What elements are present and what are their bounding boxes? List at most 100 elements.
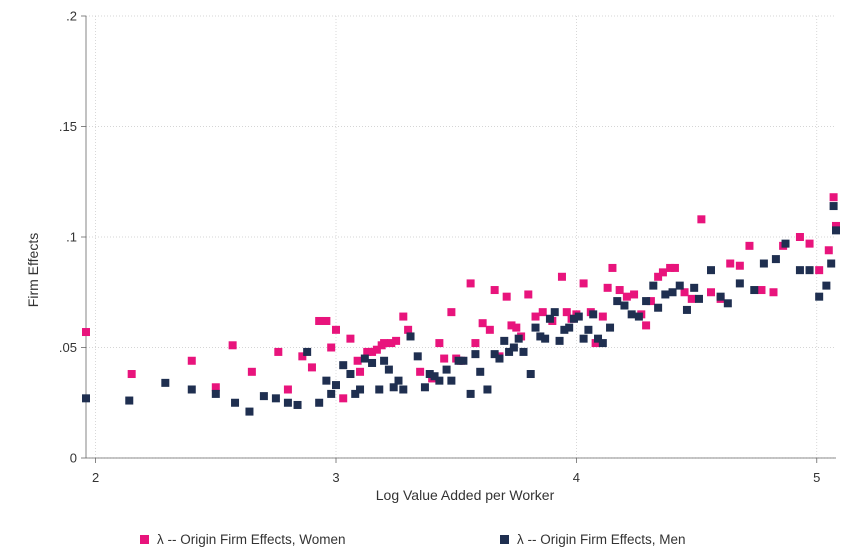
- data-point: [298, 352, 307, 361]
- data-point: [565, 323, 574, 332]
- data-point: [435, 376, 444, 385]
- data-point: [125, 396, 134, 405]
- data-point: [459, 356, 468, 365]
- legend-entry: λ -- Origin Firm Effects, Men: [500, 532, 686, 547]
- data-point: [228, 341, 237, 350]
- data-point: [512, 323, 521, 332]
- data-point: [187, 385, 196, 394]
- data-point: [490, 350, 499, 359]
- data-point: [466, 279, 475, 288]
- data-point: [315, 398, 324, 407]
- data-point: [642, 321, 651, 330]
- data-point: [750, 286, 759, 295]
- data-point: [620, 301, 629, 310]
- series-men: [82, 202, 840, 416]
- data-point: [332, 381, 340, 390]
- data-point: [82, 394, 90, 403]
- data-point: [495, 354, 504, 363]
- grid-lines: [86, 15, 836, 459]
- data-point: [394, 376, 403, 385]
- data-point: [608, 263, 617, 272]
- data-point: [82, 328, 90, 337]
- data-point: [574, 312, 583, 321]
- data-point: [707, 288, 715, 297]
- data-point: [435, 339, 444, 348]
- data-point: [759, 259, 768, 268]
- legend-marker: [500, 535, 509, 544]
- legend-entry: λ -- Origin Firm Effects, Women: [140, 532, 346, 547]
- data-point: [545, 314, 554, 323]
- data-point: [384, 365, 393, 374]
- data-point: [598, 339, 607, 348]
- data-point: [259, 392, 268, 401]
- data-point: [795, 233, 804, 241]
- data-point: [560, 325, 569, 334]
- data-point: [735, 261, 744, 270]
- data-point: [584, 325, 593, 334]
- data-point: [675, 281, 684, 290]
- data-point: [322, 316, 331, 325]
- data-point: [822, 281, 831, 290]
- data-point: [579, 279, 588, 288]
- y-tick-label: .05: [59, 340, 77, 355]
- x-tick-label: 2: [92, 470, 99, 485]
- data-point: [502, 292, 511, 301]
- data-point: [315, 316, 324, 325]
- data-point: [368, 347, 377, 356]
- data-point: [406, 332, 415, 341]
- data-point: [557, 272, 566, 281]
- data-point: [805, 239, 814, 248]
- data-point: [682, 305, 691, 314]
- data-point: [526, 370, 535, 379]
- data-point: [485, 325, 494, 334]
- data-point: [425, 370, 434, 379]
- data-point: [726, 259, 735, 268]
- data-point: [454, 356, 463, 365]
- data-point: [716, 292, 725, 301]
- data-point: [231, 398, 240, 407]
- data-point: [389, 383, 398, 392]
- data-point: [805, 266, 814, 275]
- data-point: [694, 294, 703, 303]
- data-point: [666, 263, 675, 272]
- data-point: [372, 345, 381, 354]
- legend: λ -- Origin Firm Effects, Women λ -- Orig…: [140, 532, 686, 547]
- data-point: [420, 383, 429, 392]
- data-point: [771, 255, 780, 264]
- data-point: [627, 310, 636, 319]
- data-point: [416, 367, 425, 376]
- data-point: [690, 283, 699, 292]
- data-point: [661, 290, 670, 299]
- data-point: [471, 339, 480, 348]
- data-point: [827, 259, 836, 268]
- data-point: [598, 312, 607, 321]
- data-point: [399, 312, 408, 321]
- legend-label: λ -- Origin Firm Effects, Men: [517, 532, 686, 547]
- data-point: [375, 385, 384, 394]
- data-point: [832, 221, 840, 230]
- data-point: [509, 343, 518, 352]
- data-point: [634, 312, 643, 321]
- data-point: [654, 303, 663, 312]
- data-point: [815, 266, 824, 275]
- data-points: [82, 193, 840, 416]
- data-point: [603, 283, 612, 292]
- data-point: [707, 266, 715, 275]
- data-point: [507, 321, 516, 330]
- data-point: [500, 336, 509, 345]
- series-women: [82, 193, 840, 403]
- data-point: [646, 297, 655, 306]
- data-point: [569, 314, 578, 323]
- data-point: [440, 354, 449, 363]
- x-tick-label: 5: [813, 470, 820, 485]
- y-tick-label: .2: [66, 9, 77, 24]
- data-point: [187, 356, 196, 365]
- data-point: [524, 290, 533, 299]
- data-point: [476, 367, 485, 376]
- x-tick-label: 3: [332, 470, 339, 485]
- data-point: [442, 365, 451, 374]
- data-point: [339, 394, 348, 403]
- y-axis-title: Firm Effects: [25, 233, 41, 307]
- data-point: [399, 385, 408, 394]
